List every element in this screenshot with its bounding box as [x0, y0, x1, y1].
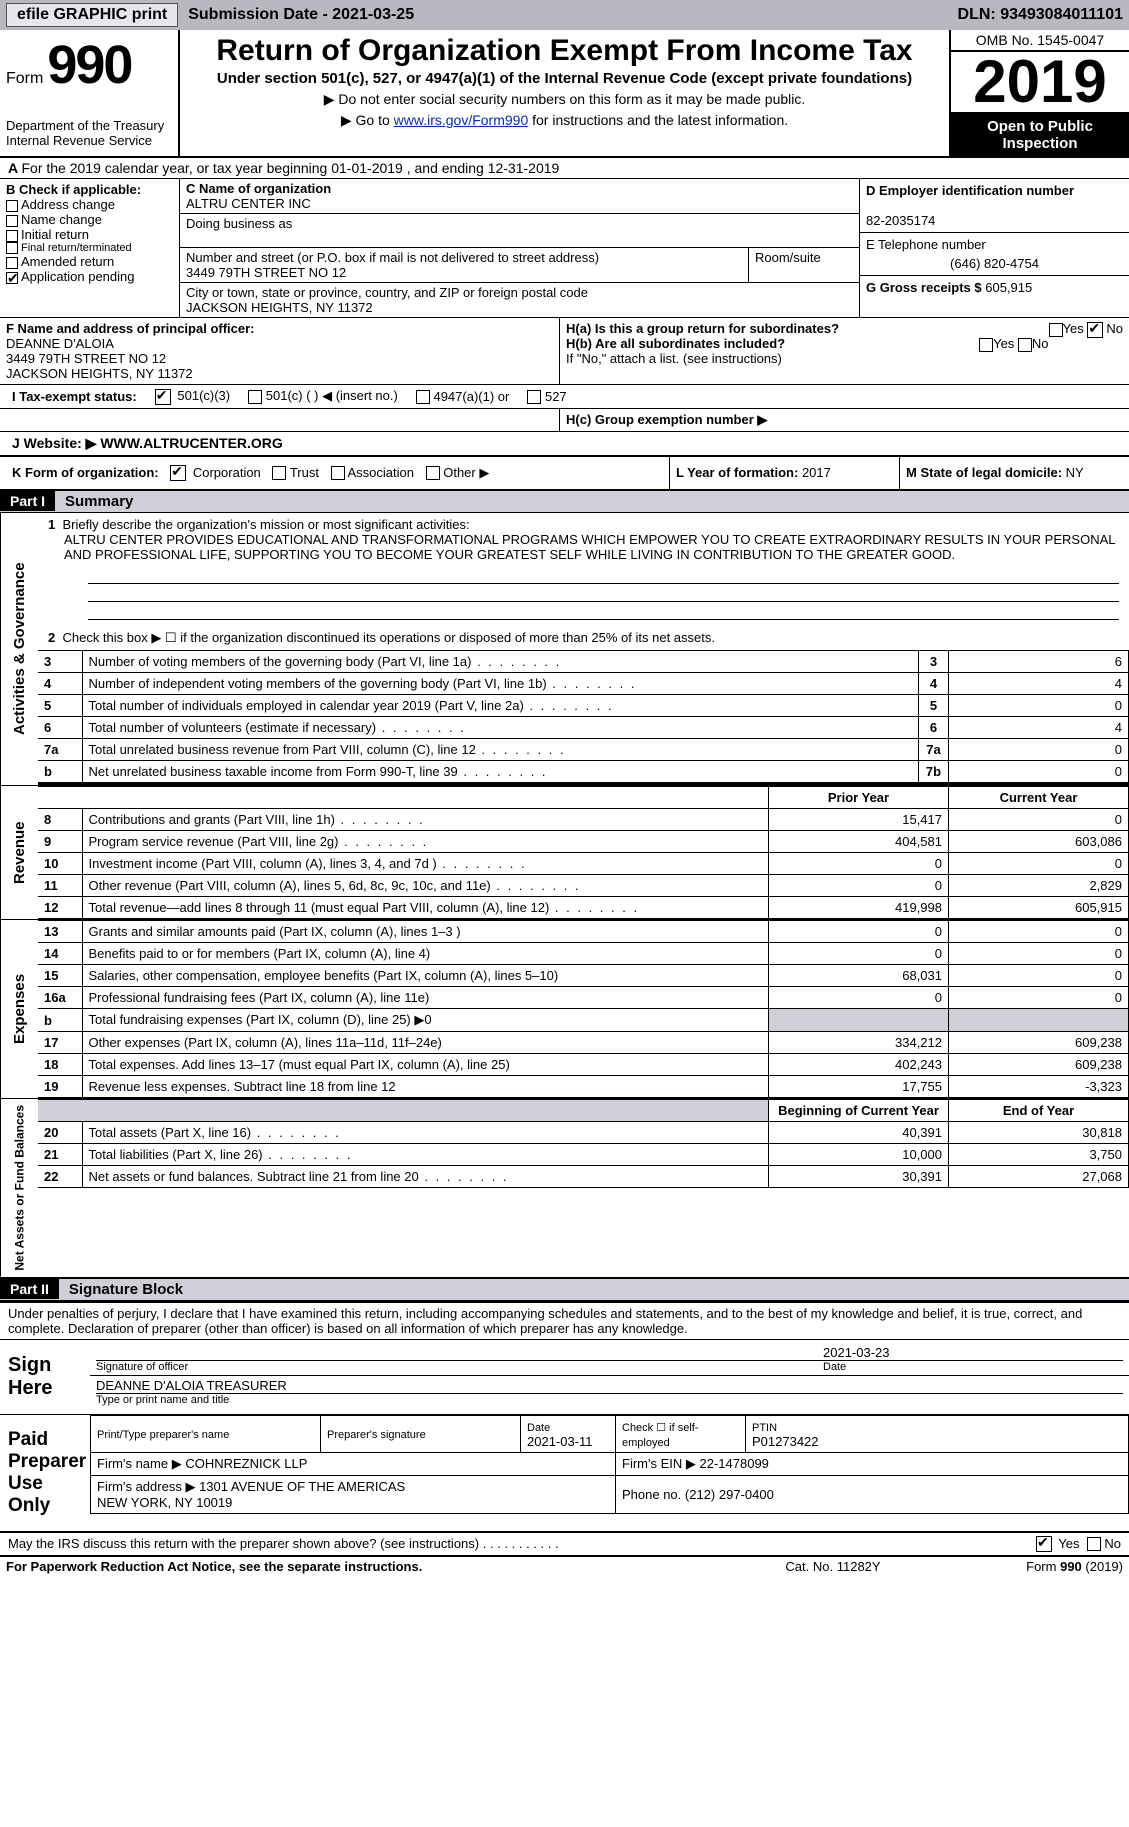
firm-phone: (212) 297-0400 [685, 1487, 774, 1502]
summary-table-3-7: 3Number of voting members of the governi… [38, 650, 1129, 783]
gross-receipts: 605,915 [985, 280, 1032, 295]
side-activities-governance: Activities & Governance [0, 513, 38, 785]
officer-name: DEANNE D'ALOIA [6, 336, 114, 351]
form-label: Form [6, 70, 43, 88]
form-title: Return of Organization Exempt From Incom… [190, 34, 939, 68]
block-fh: F Name and address of principal officer:… [0, 318, 1129, 385]
ein: 82-2035174 [866, 213, 935, 228]
netassets-table: Beginning of Current YearEnd of Year 20T… [38, 1099, 1129, 1188]
header-sub1: Under section 501(c), 527, or 4947(a)(1)… [190, 70, 939, 87]
page-footer: For Paperwork Reduction Act Notice, see … [0, 1556, 1129, 1576]
efile-print-button[interactable]: efile GRAPHIC print [6, 3, 178, 27]
side-expenses: Expenses [0, 920, 38, 1098]
city-state-zip: JACKSON HEIGHTS, NY 11372 [186, 300, 373, 315]
submission-date: Submission Date - 2021-03-25 [188, 6, 414, 24]
officer-typed: DEANNE D'ALOIA TREASURER [96, 1378, 287, 1393]
block-bcde: B Check if applicable: Address change Na… [0, 179, 1129, 318]
revenue-table: Prior YearCurrent Year 8Contributions an… [38, 786, 1129, 919]
org-name: ALTRU CENTER INC [186, 196, 311, 211]
dln: DLN: 93493084011101 [958, 6, 1123, 24]
header-right: OMB No. 1545-0047 2019 Open to Public In… [949, 30, 1129, 156]
topbar: efile GRAPHIC print Submission Date - 20… [0, 0, 1129, 30]
state-domicile: NY [1066, 465, 1084, 480]
header-left: Form 990 Department of the Treasury Inte… [0, 30, 180, 156]
tax-year: 2019 [951, 52, 1129, 114]
col-deg: D Employer identification number 82-2035… [859, 179, 1129, 317]
side-revenue: Revenue [0, 786, 38, 919]
line-a: A For the 2019 calendar year, or tax yea… [0, 158, 1129, 179]
side-netassets: Net Assets or Fund Balances [0, 1099, 38, 1277]
sig-declaration: Under penalties of perjury, I declare th… [0, 1303, 1129, 1340]
paid-preparer-table: Print/Type preparer's name Preparer's si… [90, 1415, 1129, 1514]
form-number: 990 [47, 34, 131, 96]
year-formation: 2017 [802, 465, 831, 480]
header-mid: Return of Organization Exempt From Incom… [180, 30, 949, 156]
dept-label: Department of the Treasury Internal Reve… [6, 118, 172, 148]
officer-addr: 3449 79TH STREET NO 12 JACKSON HEIGHTS, … [6, 351, 193, 381]
sign-here-label: Sign Here [0, 1340, 90, 1414]
col-b: B Check if applicable: Address change Na… [0, 179, 180, 317]
sig-date: 2021-03-23 [823, 1345, 890, 1360]
ptin: P01273422 [752, 1434, 819, 1449]
part2-header: Part IISignature Block [0, 1279, 1129, 1301]
firm-ein: 22-1478099 [700, 1456, 769, 1471]
line-klm: K Form of organization: Corporation Trus… [0, 457, 1129, 492]
irs-link[interactable]: www.irs.gov/Form990 [394, 112, 529, 128]
telephone: (646) 820-4754 [866, 256, 1123, 271]
form-header: Form 990 Department of the Treasury Inte… [0, 30, 1129, 158]
may-discuss: May the IRS discuss this return with the… [0, 1532, 1129, 1557]
firm-name: COHNREZNICK LLP [185, 1456, 307, 1471]
mission: ALTRU CENTER PROVIDES EDUCATIONAL AND TR… [48, 532, 1119, 562]
col-c: C Name of organization ALTRU CENTER INC … [180, 179, 859, 317]
open-to-public: Open to Public Inspection [951, 114, 1129, 156]
header-sub3: ▶ Go to www.irs.gov/Form990 for instruct… [190, 112, 939, 129]
line-i: I Tax-exempt status: 501(c)(3) 501(c) ( … [0, 385, 1129, 409]
paid-preparer-label: Paid Preparer Use Only [0, 1415, 90, 1531]
website: WWW.ALTRUCENTER.ORG [100, 435, 283, 451]
part1-header: Part ISummary [0, 491, 1129, 513]
line-j: J Website: ▶ WWW.ALTRUCENTER.ORG [0, 432, 1129, 457]
header-sub2: ▶ Do not enter social security numbers o… [190, 91, 939, 108]
expenses-table: 13Grants and similar amounts paid (Part … [38, 920, 1129, 1098]
street: 3449 79TH STREET NO 12 [186, 265, 346, 280]
